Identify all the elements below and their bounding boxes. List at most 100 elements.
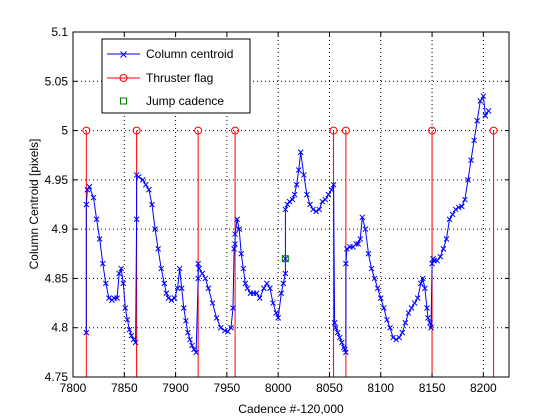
column-centroid-point [405,310,412,316]
column-centroid-point [408,305,415,311]
column-centroid-point [414,295,421,301]
column-centroid-point [417,280,424,287]
column-centroid-point [474,117,481,124]
column-centroid-point [359,214,366,221]
column-centroid-point [377,295,384,301]
column-centroid-point [338,339,345,346]
column-centroid-point [402,319,409,326]
column-centroid-point [209,300,216,306]
column-centroid-point [482,112,489,119]
column-centroid-point [116,270,123,277]
column-centroid-point [253,290,260,297]
column-centroid-point [189,342,195,349]
column-centroid-point [90,194,97,201]
x-tick-label: 7950 [214,381,241,395]
column-centroid-point [428,324,434,331]
thruster-flag-point [82,126,91,135]
column-centroid-point [319,198,326,205]
column-centroid-point [334,329,341,336]
column-centroid-point [328,186,335,193]
column-centroid-point [468,157,474,163]
column-centroid-point [380,305,387,311]
column-centroid-point [440,246,447,252]
column-centroid-point [130,336,137,343]
column-centroid-point [411,300,418,306]
column-centroid-point [325,191,332,198]
column-centroid-point [332,324,339,331]
thruster-flag-point [329,126,338,135]
column-centroid-point [295,167,302,173]
column-centroid-point [158,265,165,272]
column-centroid-point [180,305,187,311]
column-centroid-point [232,241,238,247]
column-centroid-point [343,260,349,267]
column-centroid-point [300,172,307,178]
column-centroid-point [362,226,369,232]
column-centroid-point [236,226,243,232]
column-centroid-point [93,216,100,223]
column-centroid-point [293,181,300,188]
column-centroid-point [322,196,329,203]
column-centroid-point [286,198,293,205]
column-centroid-point [83,329,90,336]
column-centroid-point [142,181,149,188]
legend-label-thruster-flag: Thruster flag [146,71,213,85]
column-centroid-point [139,177,146,183]
column-centroid-point [83,201,90,208]
y-tick-label: 5.1 [51,25,68,39]
column-centroid-point [437,253,444,260]
column-centroid-point [313,208,319,215]
column-centroid-point [365,250,372,257]
column-centroid-point [132,339,139,346]
column-centroid-point [242,280,249,287]
column-centroid-point [205,285,212,292]
column-centroid-point [171,295,178,301]
column-centroid-point [182,317,189,324]
column-centroid-point [273,310,279,316]
column-centroid-point [187,336,193,343]
column-centroid-point [275,315,282,321]
column-centroid-point [387,324,393,331]
column-centroid-point [390,334,396,341]
column-centroid-point [122,305,129,311]
column-centroid-point [399,329,406,336]
y-tick-label: 4.85 [45,271,69,285]
column-centroid-line [85,94,489,354]
column-centroid-point [477,98,484,104]
column-centroid-point [396,334,403,341]
column-centroid-point [452,206,459,213]
column-centroid-point [168,297,175,303]
x-tick-label: 8150 [419,381,446,395]
column-centroid-point [193,349,199,356]
column-centroid-point [429,260,435,267]
column-centroid-point [176,265,183,272]
legend-label-jump-cadence: Jump cadence [146,94,224,108]
column-centroid-point [355,241,362,247]
legend-label-column-centroid: Column centroid [146,47,233,61]
y-tick-label: 4.95 [45,173,69,187]
column-centroid-point [238,250,245,257]
column-centroid-point [267,285,273,292]
column-centroid-point [278,290,285,297]
column-centroid-point [161,280,168,287]
legend-marker-column-centroid [120,51,127,58]
thruster-flag-point [132,126,141,135]
column-centroid-point [393,336,400,343]
column-centroid-point [155,246,162,252]
column-centroid-point [133,216,140,223]
column-centroid-point [307,201,313,208]
column-centroid-point [427,319,433,326]
x-tick-label: 7900 [162,381,189,395]
column-centroid-point [124,316,131,323]
column-centroid-point [231,246,237,252]
thruster-flag-point [231,126,240,135]
column-centroid-point [304,191,310,198]
column-centroid-point [462,196,468,203]
jump-cadence-point [281,255,289,263]
x-tick-label: 7800 [60,381,87,395]
y-tick-label: 4.9 [51,222,68,236]
column-centroid-point [96,236,103,242]
x-tick-label: 8000 [265,381,292,395]
column-centroid-point [84,186,91,193]
